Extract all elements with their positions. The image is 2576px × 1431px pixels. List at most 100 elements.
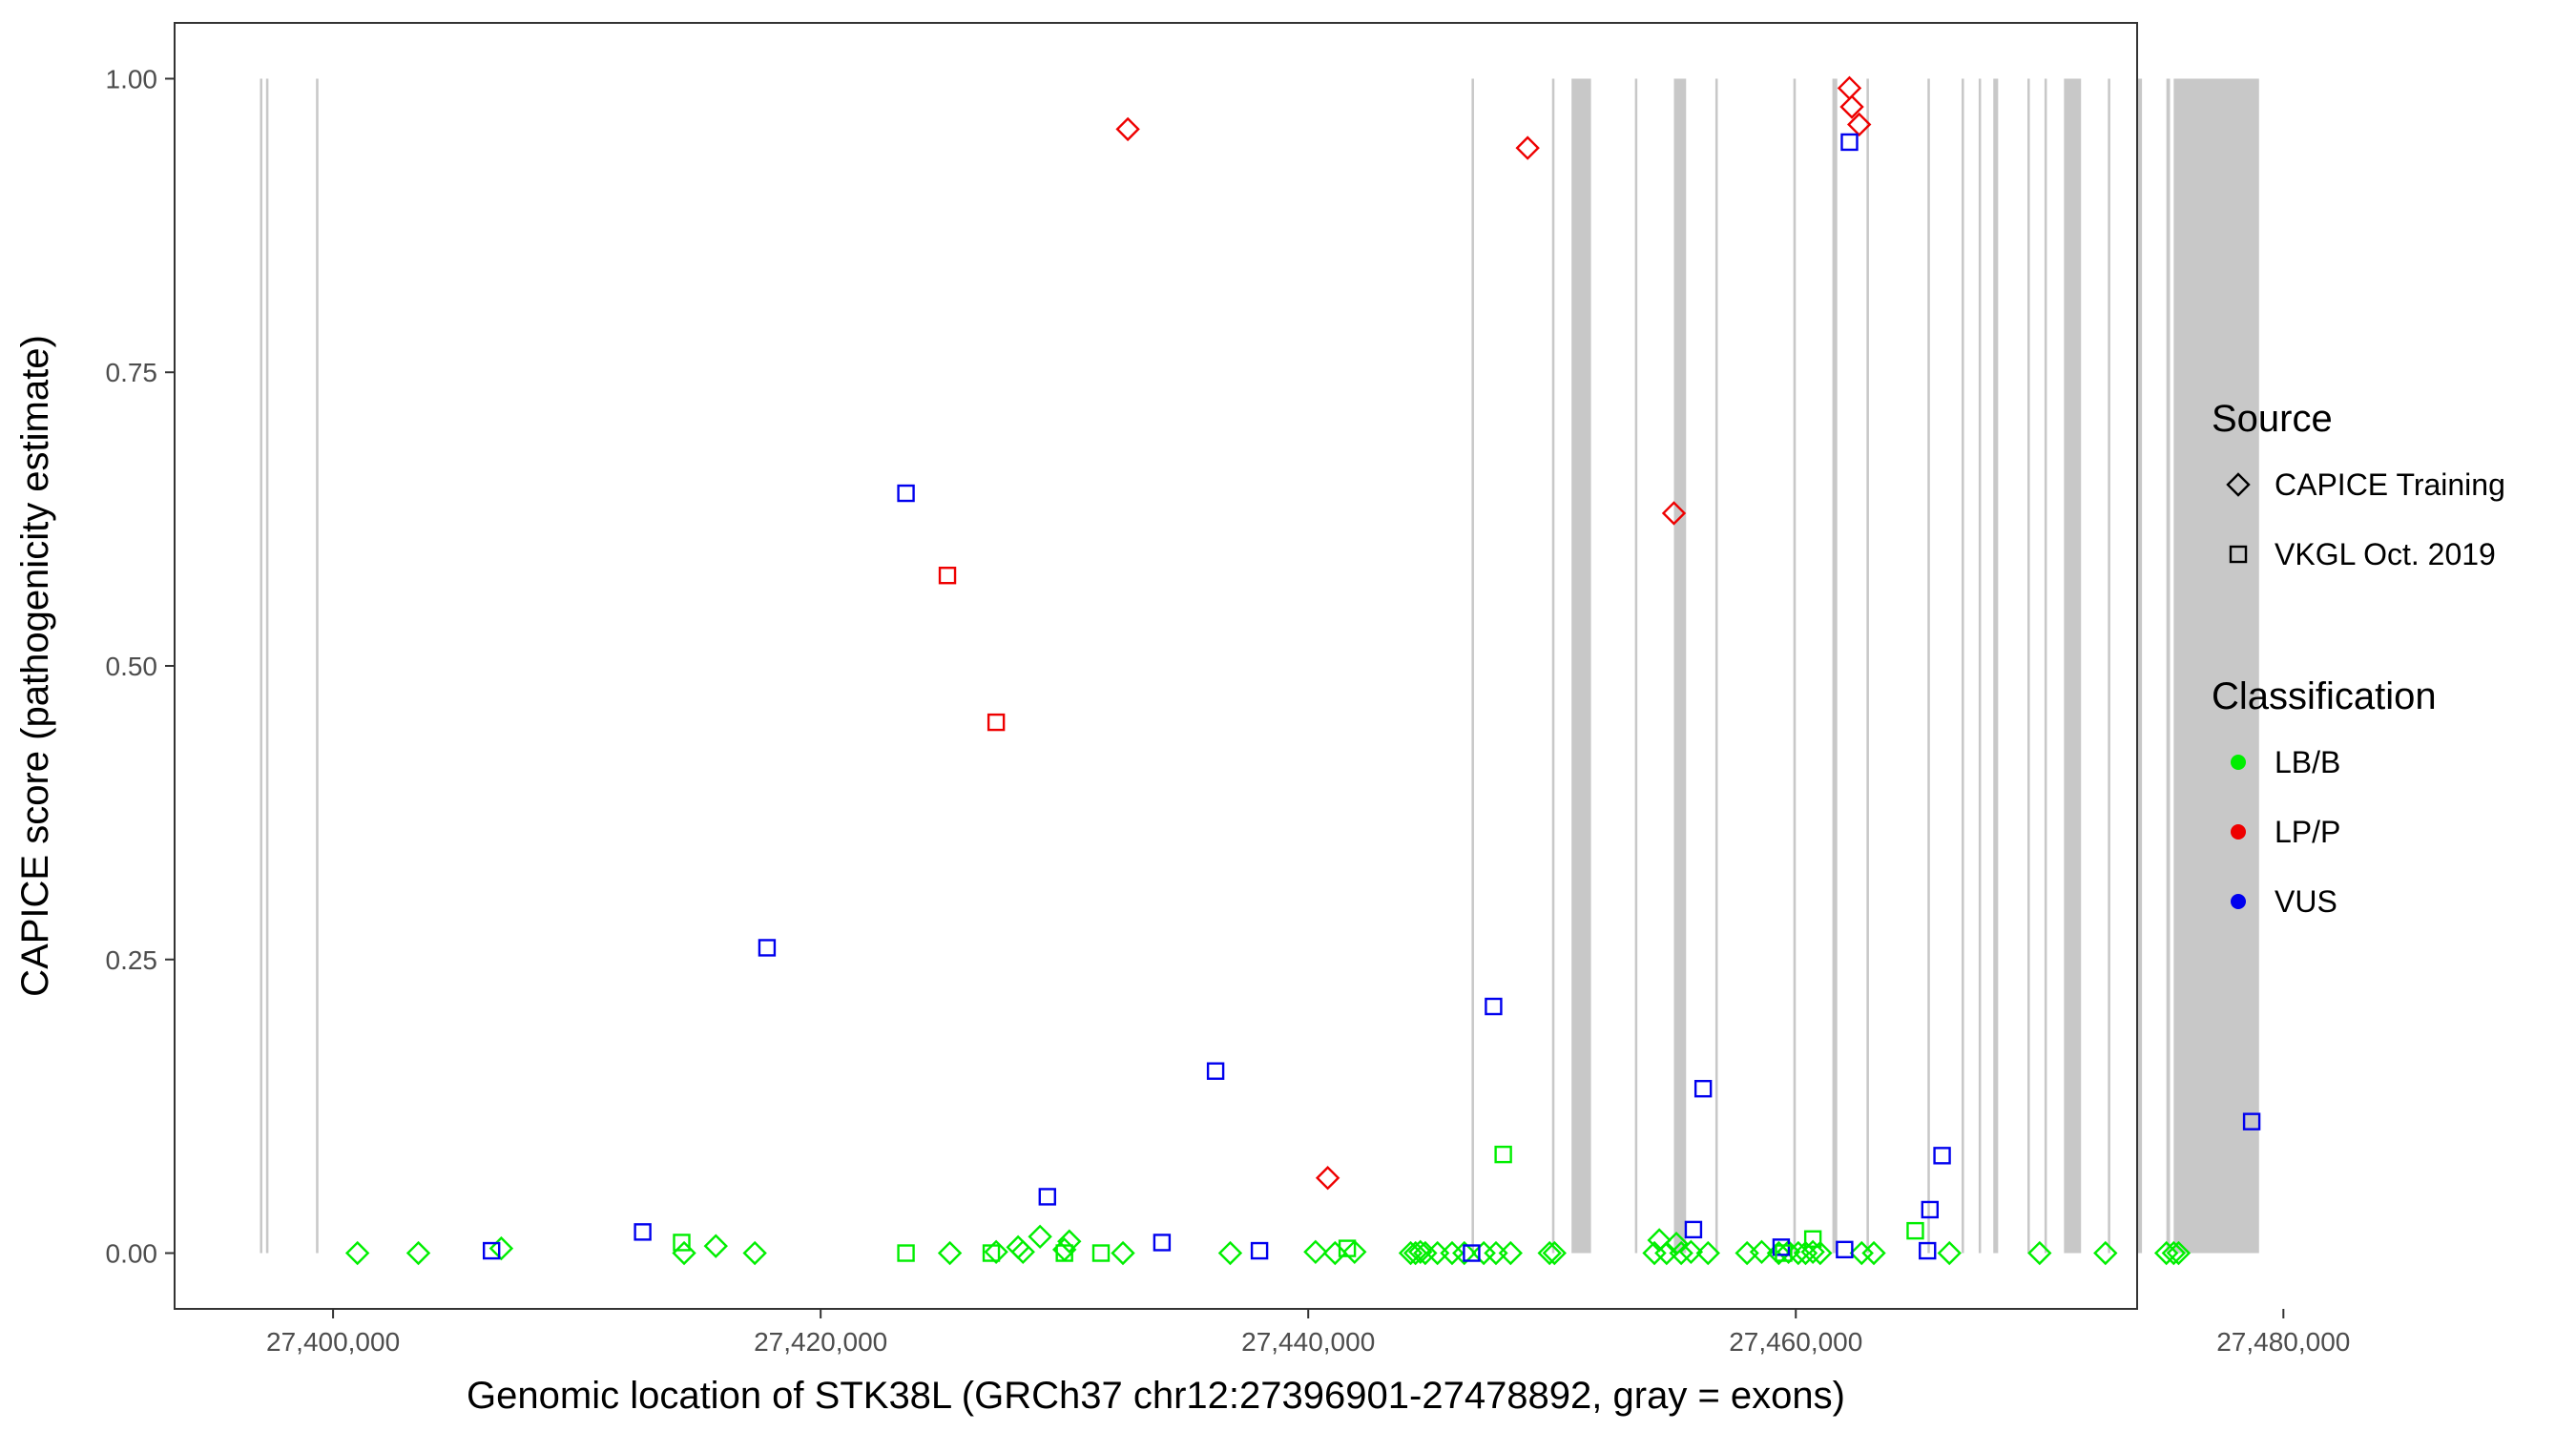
data-point-diamond-lbb <box>742 1240 767 1266</box>
data-point-diamond-lpp <box>1839 94 1864 119</box>
data-point-diamond-lbb <box>405 1240 431 1266</box>
x-tick-label: 27,460,000 <box>1729 1327 1862 1357</box>
x-tick-label: 27,420,000 <box>754 1327 887 1357</box>
data-point-square-lpp <box>987 713 1006 732</box>
exon-band-2 <box>316 78 319 1254</box>
data-point-square-vus <box>482 1241 501 1260</box>
data-point-square-vus <box>1836 1240 1854 1259</box>
data-point-diamond-lbb <box>1678 1239 1704 1264</box>
exon-band-10 <box>1832 78 1838 1254</box>
data-point-square-lpp <box>938 567 957 585</box>
data-point-diamond-lbb <box>1028 1224 1052 1249</box>
data-point-diamond-lpp <box>1847 112 1872 137</box>
legend-source-label: CAPICE Training <box>2275 467 2505 502</box>
data-point-diamond-lbb <box>1217 1240 1243 1266</box>
data-point-diamond-lbb <box>1664 1231 1689 1256</box>
data-point-square-lbb <box>897 1244 915 1262</box>
data-point-diamond-lbb <box>2153 1240 2179 1266</box>
data-point-diamond-lbb <box>1057 1229 1082 1254</box>
exon-layer <box>260 78 2259 1254</box>
data-point-diamond-lbb <box>1669 1240 1693 1266</box>
data-point-diamond-lbb <box>2093 1240 2118 1266</box>
data-point-square-lbb <box>982 1244 1001 1262</box>
data-point-square-vus <box>1933 1147 1951 1165</box>
exon-band-4 <box>1551 78 1555 1254</box>
legend-classification-title: Classification <box>2212 675 2437 717</box>
exon-band-15 <box>1993 78 1999 1254</box>
data-point-diamond-lbb <box>1452 1240 1477 1266</box>
x-axis-title: Genomic location of STK38L (GRCh37 chr12… <box>467 1375 1845 1417</box>
data-point-diamond-lbb <box>703 1234 728 1258</box>
exon-band-17 <box>2044 78 2047 1254</box>
legend-source-label: VKGL Oct. 2019 <box>2275 537 2496 571</box>
data-point-square-vus <box>2242 1112 2261 1130</box>
data-point-square-lbb <box>1055 1244 1073 1262</box>
data-point-diamond-lpp <box>1115 116 1140 142</box>
data-point-square-lbb <box>1338 1239 1357 1257</box>
data-point-diamond-lbb <box>2166 1240 2192 1266</box>
exon-band-8 <box>1714 78 1718 1254</box>
data-point-square-lbb <box>673 1234 691 1252</box>
legend: Source CAPICE Training VKGL Oct. 2019 Cla… <box>2212 398 2505 919</box>
data-point-diamond-lbb <box>1800 1239 1825 1264</box>
data-point-square-lbb <box>1775 1244 1793 1262</box>
data-point-square-vus <box>1919 1241 1937 1260</box>
exon-band-13 <box>1962 78 1964 1254</box>
exon-band-16 <box>2027 78 2030 1254</box>
y-tick-label: 0.00 <box>106 1239 158 1269</box>
y-tick-label: 1.00 <box>106 64 158 93</box>
exon-band-12 <box>1927 78 1930 1254</box>
exon-band-20 <box>2137 78 2143 1254</box>
legend-source-title: Source <box>2212 398 2333 440</box>
legend-source-items: CAPICE Training VKGL Oct. 2019 <box>2226 467 2505 571</box>
data-point-square-lbb <box>1494 1145 1512 1164</box>
data-point-diamond-lbb <box>1776 1239 1801 1264</box>
data-point-diamond-lbb <box>2027 1240 2052 1266</box>
legend-classification-items: LB/B LP/P VUS <box>2231 745 2340 919</box>
exon-band-19 <box>2108 78 2110 1254</box>
data-point-diamond-lbb <box>1322 1240 1348 1266</box>
data-point-diamond-lbb <box>1861 1240 1886 1266</box>
data-point-diamond-lbb <box>1471 1240 1496 1266</box>
data-point-square-vus <box>897 484 915 503</box>
exon-band-11 <box>1866 78 1869 1254</box>
legend-color-key <box>2231 824 2246 840</box>
data-point-diamond-lbb <box>1749 1239 1775 1264</box>
data-point-square-vus <box>1463 1244 1481 1262</box>
y-tick-label: 0.75 <box>106 358 158 387</box>
data-point-diamond-lbb <box>1303 1239 1328 1264</box>
exon-band-5 <box>1571 78 1591 1254</box>
data-point-square-vus <box>1921 1200 1940 1219</box>
data-point-diamond-lbb <box>1849 1240 1874 1266</box>
x-tick-label: 27,440,000 <box>1241 1327 1375 1357</box>
data-point-square-vus <box>1250 1241 1269 1260</box>
data-point-diamond-lbb <box>1111 1240 1135 1266</box>
data-point-diamond-lbb <box>344 1240 370 1266</box>
legend-square-key <box>2229 545 2248 564</box>
data-point-diamond-lbb <box>1498 1240 1523 1266</box>
legend-classification-label: LP/P <box>2275 815 2340 849</box>
exon-band-22 <box>2173 78 2259 1254</box>
exon-band-9 <box>1793 78 1797 1254</box>
data-point-diamond-lbb <box>1542 1240 1567 1266</box>
data-point-square-vus <box>1206 1062 1225 1080</box>
data-point-square-vus <box>1840 133 1859 152</box>
data-point-diamond-lbb <box>1342 1239 1367 1264</box>
data-point-diamond-lbb <box>984 1239 1008 1264</box>
data-point-diamond-lbb <box>1808 1240 1833 1266</box>
data-point-square-lbb <box>1906 1221 1924 1240</box>
exon-band-1 <box>265 78 269 1254</box>
data-point-diamond-lpp <box>1515 135 1540 160</box>
y-tick-label: 0.25 <box>106 945 158 975</box>
legend-classification-label: VUS <box>2275 884 2337 919</box>
exon-band-6 <box>1634 78 1638 1254</box>
data-point-diamond-lbb <box>1408 1239 1433 1264</box>
data-point-square-vus <box>1693 1079 1713 1098</box>
exon-band-14 <box>1978 78 1982 1254</box>
axes: 27,400,000 27,420,000 27,440,000 27,460,000… <box>106 64 2351 1357</box>
y-axis-title: CAPICE score (pathogenicity estimate) <box>14 335 56 997</box>
data-point-square-vus <box>1485 997 1503 1016</box>
x-tick-label: 27,480,000 <box>2216 1327 2350 1357</box>
